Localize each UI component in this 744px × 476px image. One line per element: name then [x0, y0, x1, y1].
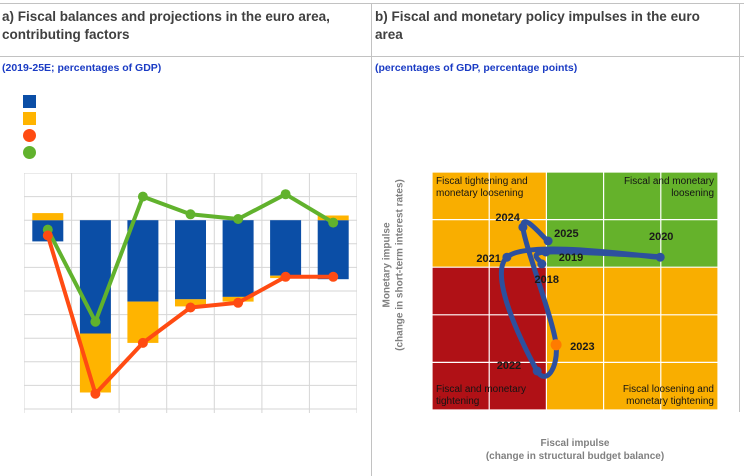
bar-segment-blue: [175, 220, 206, 300]
bar-segment-blue: [270, 220, 302, 276]
year-point-2021: [502, 252, 512, 262]
blue-bar-marker: [23, 95, 36, 108]
y-axis-label-line: (change in short-term interest rates): [394, 179, 405, 351]
panel-a-subtitle: (2019-25E; percentages of GDP): [2, 62, 162, 74]
green-line-marker: [23, 146, 36, 159]
year-label-2018: 2018: [535, 274, 559, 286]
quadrant-label-line: monetary loosening: [436, 188, 524, 199]
data-point: [280, 189, 291, 200]
year-label-2025: 2025: [554, 228, 578, 240]
panel-b-subtitle: (percentages of GDP, percentage points): [375, 62, 578, 74]
quadrant-label-bottom-right: Fiscal loosening and monetary tightening: [595, 384, 714, 408]
year-point-2024: [518, 222, 528, 232]
x-axis-label: Fiscal impulse (change in structural bud…: [432, 438, 718, 463]
data-point: [328, 217, 339, 228]
quadrant-label-line: Fiscal and monetary: [436, 384, 527, 395]
yellow-bar-marker: [23, 112, 36, 125]
data-point: [90, 388, 101, 399]
bar-segment-blue: [222, 220, 254, 297]
year-point-2022: [532, 366, 542, 376]
y-axis-label: Monetary impulse (change in short-term i…: [382, 145, 407, 385]
orange-line-marker: [23, 129, 36, 142]
title-separator: [0, 56, 744, 57]
x-axis-label-line: (change in structural budget balance): [485, 450, 665, 462]
data-point: [280, 271, 291, 282]
data-point: [137, 191, 148, 202]
year-label-2022: 2022: [497, 360, 521, 372]
panel-a-title: a) Fiscal balances and projections in th…: [2, 9, 330, 42]
right-border: [739, 3, 740, 412]
panel-b-title: b) Fiscal and monetary policy impulses i…: [375, 9, 700, 42]
quadrant-label-line: loosening: [671, 188, 714, 199]
x-axis-label-line: Fiscal impulse: [540, 438, 610, 449]
data-point: [185, 302, 196, 313]
bar-segment-blue: [317, 220, 349, 280]
quadrant-label-line: monetary tightening: [626, 396, 714, 407]
year-point-2020: [655, 252, 665, 262]
bar-segment-yellow: [32, 213, 64, 221]
year-label-2023: 2023: [570, 341, 594, 353]
panel-divider: [371, 3, 372, 476]
panel-a-legend: [23, 95, 36, 163]
bar-segment-blue: [127, 220, 159, 302]
quadrant-label-top-right: Fiscal and monetary loosening: [595, 176, 714, 200]
year-point-2018: [537, 259, 547, 269]
quadrant-label-top-left: Fiscal tightening and monetary loosening: [436, 176, 558, 200]
year-point-2023: [550, 339, 562, 351]
year-point-2025: [543, 236, 553, 246]
grid-b: [432, 172, 718, 410]
data-point: [90, 316, 101, 327]
year-label-2021: 2021: [476, 253, 500, 265]
data-point: [137, 337, 148, 348]
quadrant-label-line: Fiscal tightening and: [436, 176, 528, 187]
region-fiscal-loosening-monetary-tightening: [546, 267, 718, 410]
quadrant-label-line: tightening: [436, 396, 480, 407]
year-label-2020: 2020: [649, 231, 673, 243]
y-axis-label-line: Monetary impulse: [381, 222, 393, 308]
data-point: [233, 214, 244, 224]
quadrant-label-line: Fiscal and monetary: [623, 176, 714, 187]
year-point-2019: [541, 247, 551, 257]
quadrant-label-bottom-left: Fiscal and monetary tightening: [436, 384, 558, 408]
fiscal-balances-chart: [24, 173, 357, 413]
year-label-2024: 2024: [495, 212, 520, 224]
data-point: [185, 209, 196, 220]
bars: [32, 213, 349, 393]
bar-segment-blue: [79, 220, 111, 334]
data-point: [233, 297, 244, 308]
quadrant-label-line: Fiscal loosening and: [622, 384, 714, 395]
data-point: [42, 230, 53, 241]
year-label-2019: 2019: [559, 252, 583, 264]
top-border: [0, 3, 744, 4]
policy-path: [498, 219, 663, 379]
data-point: [328, 271, 339, 282]
